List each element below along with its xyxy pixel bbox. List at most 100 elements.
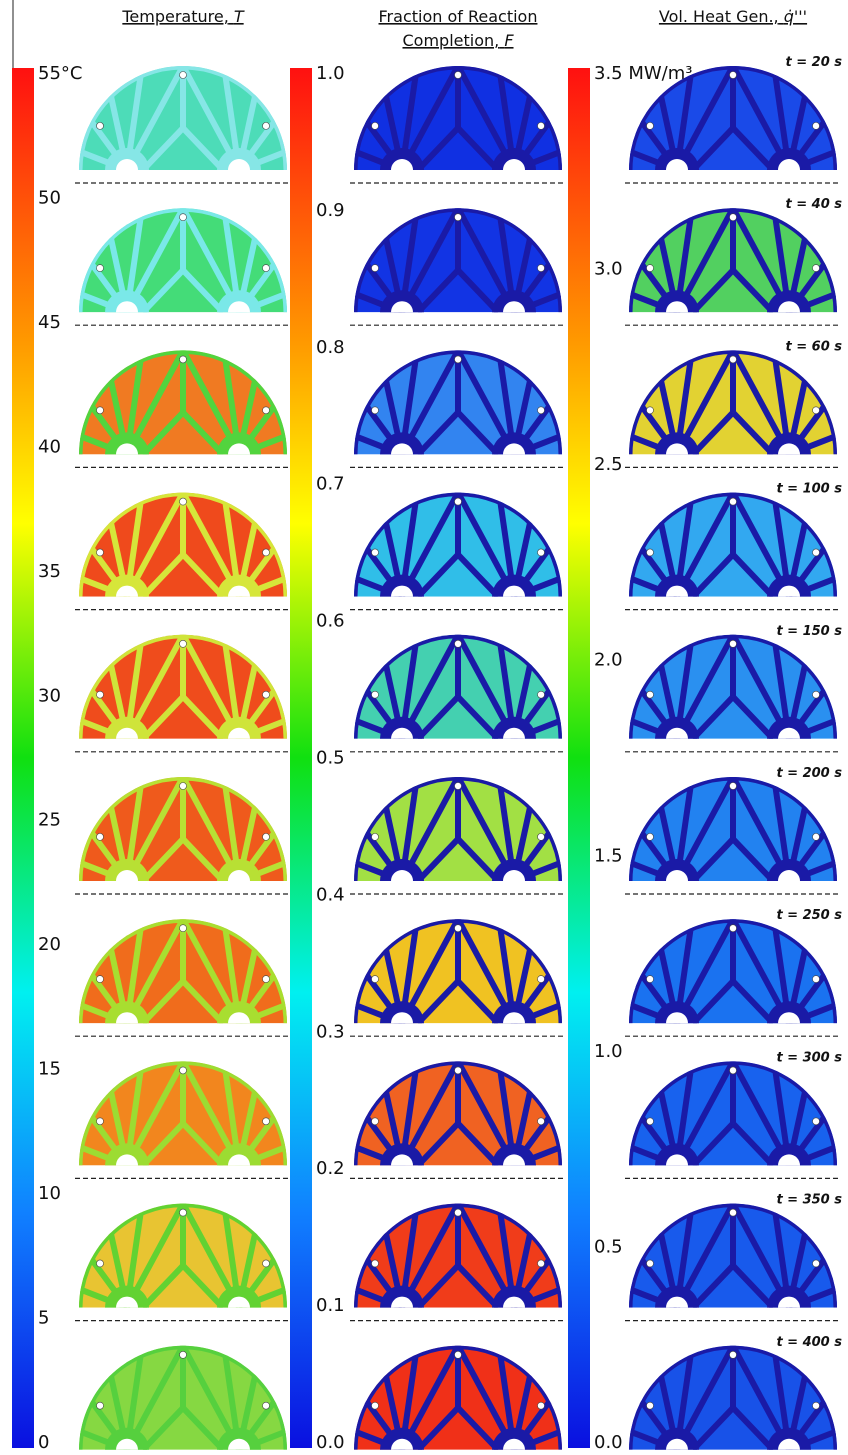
pin-hole <box>262 265 269 272</box>
hub-hole <box>503 586 525 608</box>
time-label: t = 250 s <box>776 908 842 923</box>
title-text: Fraction of Reaction <box>379 7 538 26</box>
pin-hole <box>812 833 819 840</box>
colorbar-label: 30 <box>38 685 61 706</box>
pin-hole <box>537 549 544 556</box>
colorbar-label: 2.5 <box>594 454 623 475</box>
hub-hole <box>778 443 800 465</box>
hub-hole <box>391 1297 413 1319</box>
hub-hole <box>666 443 688 465</box>
time-label: t = 20 s <box>785 55 842 70</box>
pin-hole <box>647 122 654 129</box>
colorbar-label: 3.0 <box>594 259 623 280</box>
panel <box>629 1061 837 1187</box>
pin-hole <box>812 691 819 698</box>
pin-hole <box>372 691 379 698</box>
pin-hole <box>262 691 269 698</box>
pin-hole <box>180 356 187 363</box>
hub-hole <box>228 443 250 465</box>
pin-hole <box>812 122 819 129</box>
pin-hole <box>262 549 269 556</box>
pin-hole <box>537 1402 544 1409</box>
colorbar-label: 50 <box>38 187 61 208</box>
colorbar-label: 0.0 <box>594 1432 623 1453</box>
time-label: t = 400 s <box>776 1335 842 1350</box>
pin-hole <box>180 1351 187 1358</box>
pin-hole <box>262 976 269 983</box>
pin-hole <box>262 833 269 840</box>
colorbar-label: 0.4 <box>316 884 345 905</box>
colorbar-label: 25 <box>38 810 61 831</box>
pin-hole <box>647 691 654 698</box>
pin-hole <box>97 265 104 272</box>
hub-hole <box>778 586 800 608</box>
pin-hole <box>455 783 462 790</box>
hub-hole <box>666 1297 688 1319</box>
pin-hole <box>647 549 654 556</box>
hub-hole <box>778 870 800 892</box>
hub-hole <box>778 728 800 750</box>
pin-hole <box>180 783 187 790</box>
pin-hole <box>537 122 544 129</box>
colorbar-label: 0.7 <box>316 474 345 495</box>
pin-hole <box>730 1351 737 1358</box>
hub-hole <box>503 301 525 323</box>
hub-hole <box>666 586 688 608</box>
panel <box>79 919 287 1045</box>
panel <box>79 493 287 619</box>
hub-hole <box>778 1297 800 1319</box>
pin-hole <box>537 407 544 414</box>
colorbar-label: 0 <box>38 1432 49 1453</box>
hub-hole <box>391 1012 413 1034</box>
hub-hole <box>503 1012 525 1034</box>
panel <box>354 919 562 1045</box>
pin-hole <box>262 1118 269 1125</box>
pin-hole <box>730 925 737 932</box>
hub-hole <box>666 301 688 323</box>
colorbar-label: 35 <box>38 561 61 582</box>
pin-hole <box>647 1118 654 1125</box>
pin-hole <box>730 640 737 647</box>
hub-hole <box>503 870 525 892</box>
hub-hole <box>228 1154 250 1176</box>
hub-hole <box>503 728 525 750</box>
pin-hole <box>372 407 379 414</box>
pin-hole <box>647 976 654 983</box>
pin-hole <box>372 549 379 556</box>
pin-hole <box>455 498 462 505</box>
pin-hole <box>730 1067 737 1074</box>
panel <box>629 493 837 619</box>
colorbar-label: 0.2 <box>316 1158 345 1179</box>
pin-hole <box>97 549 104 556</box>
pin-hole <box>262 407 269 414</box>
pin-hole <box>812 1260 819 1267</box>
pin-hole <box>455 925 462 932</box>
pin-hole <box>180 1067 187 1074</box>
pin-hole <box>812 407 819 414</box>
pin-hole <box>180 214 187 221</box>
hub-hole <box>228 870 250 892</box>
hub-hole <box>778 1012 800 1034</box>
panel <box>354 350 562 476</box>
colorbar-label: 0.5 <box>594 1236 623 1257</box>
pin-hole <box>537 1260 544 1267</box>
pin-hole <box>730 214 737 221</box>
hub-hole <box>116 1154 138 1176</box>
pin-hole <box>262 1402 269 1409</box>
colorbar-label: 1.0 <box>316 63 345 84</box>
colorbar <box>568 68 590 1448</box>
time-label: t = 350 s <box>776 1193 842 1208</box>
panel <box>354 208 562 334</box>
hub-hole <box>116 443 138 465</box>
pin-hole <box>372 833 379 840</box>
colorbar-label: 0.0 <box>316 1432 345 1453</box>
colorbar-label: 20 <box>38 934 61 955</box>
pin-hole <box>730 356 737 363</box>
colorbar-label: 0.5 <box>316 748 345 769</box>
hub-hole <box>391 1154 413 1176</box>
title-text: Completion, <box>402 31 499 50</box>
colorbar-label: 40 <box>38 436 61 457</box>
pin-hole <box>372 122 379 129</box>
pin-hole <box>537 265 544 272</box>
hub-hole <box>228 1297 250 1319</box>
